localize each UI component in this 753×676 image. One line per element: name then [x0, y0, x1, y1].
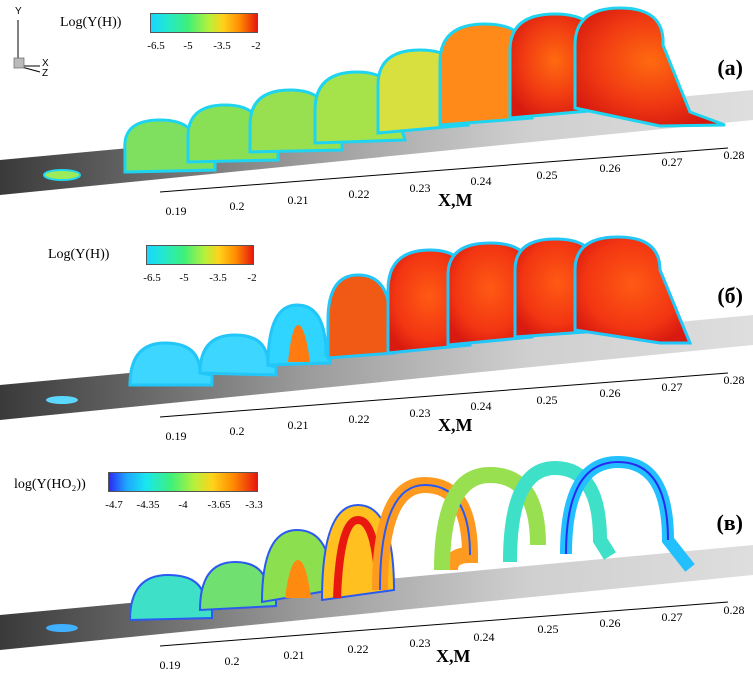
- colorbar-tick: -4.7: [105, 499, 123, 511]
- panel-c-scene: [0, 455, 753, 650]
- slice-group-c: [46, 455, 695, 632]
- x-tick-label: 0.25: [537, 622, 559, 636]
- x-tick-label: 0.22: [348, 187, 370, 201]
- panel-label-c: (в): [716, 510, 743, 535]
- x-tick-label: 0.25: [536, 168, 558, 182]
- colorbar-tick: -4: [178, 499, 188, 511]
- panel-c: log(Y(HO₂)) -4.7 -4.35 -4 -3.65 -3.3 (в)…: [0, 450, 753, 676]
- colorbar-tick: -3.3: [245, 499, 263, 511]
- panel-b-scene: [0, 235, 753, 420]
- x-axis-line-b: [159, 372, 729, 418]
- panel-a-scene: [0, 6, 753, 195]
- ground-plane: [0, 315, 753, 420]
- colorbar-tick: -5: [179, 272, 189, 284]
- x-tick-label: 0.28: [723, 148, 745, 162]
- axis-z-label: Z: [42, 68, 49, 79]
- colorbar-title-a: Log(Y(H)): [60, 15, 122, 30]
- colorbar-tick: -6.5: [147, 40, 165, 52]
- x-tick-label: 0.23: [409, 181, 431, 195]
- x-tick-label: 0.27: [661, 380, 683, 394]
- axes-orientation-icon: Y X Z: [6, 6, 56, 79]
- colorbar-tick: -5: [183, 40, 193, 52]
- x-tick-label: 0.26: [599, 386, 621, 400]
- colorbar-a: [150, 13, 258, 33]
- x-tick-label: 0.22: [348, 412, 370, 426]
- x-tick-label: 0.21: [287, 193, 309, 207]
- x-tick-label: 0.27: [661, 610, 683, 624]
- axis-x-label: X: [42, 58, 49, 69]
- slice-group-b: [46, 235, 693, 404]
- colorbar-tick: -3.65: [207, 499, 231, 511]
- x-tick-label: 0.24: [470, 174, 492, 188]
- panel-a: Log(Y(H)) -6.5 -5 -3.5 -2 (a) 0.19 0.2 0…: [0, 0, 753, 225]
- colorbar-tick: -4.35: [136, 499, 160, 511]
- x-tick-label: 0.19: [165, 429, 187, 443]
- colorbar-c: [108, 472, 258, 492]
- x-tick-label: 0.21: [283, 648, 305, 662]
- ground-plane: [0, 545, 753, 650]
- x-axis-title-b: X,M: [438, 415, 473, 435]
- x-tick-label: 0.24: [470, 399, 492, 413]
- x-tick-label: 0.19: [165, 204, 187, 218]
- colorbar-tick: -2: [247, 272, 257, 284]
- x-tick-label: 0.27: [661, 155, 683, 169]
- x-tick-label: 0.26: [599, 616, 621, 630]
- x-tick-label: 0.23: [409, 406, 431, 420]
- x-tick-label: 0.24: [473, 630, 495, 644]
- x-tick-label: 0.2: [229, 199, 245, 213]
- x-tick-label: 0.2: [229, 424, 245, 438]
- colorbar-b: [146, 245, 254, 265]
- x-axis-line-a: [159, 147, 729, 193]
- slice-group-a: [43, 6, 726, 181]
- x-axis-title-a: X,M: [438, 190, 473, 210]
- colorbar-title-b: Log(Y(H)): [48, 247, 110, 262]
- x-tick-label: 0.25: [536, 393, 558, 407]
- colorbar-tick: -3.5: [209, 272, 227, 284]
- colorbar-tick: -6.5: [143, 272, 161, 284]
- panel-label-b: (б): [717, 283, 743, 308]
- colorbar-tick: -2: [251, 40, 261, 52]
- x-tick-label: 0.19: [159, 658, 181, 672]
- colorbar-tick: -3.5: [213, 40, 231, 52]
- axis-y-label: Y: [15, 6, 22, 17]
- x-tick-label: 0.21: [287, 418, 309, 432]
- x-tick-label: 0.23: [409, 636, 431, 650]
- panel-b: Log(Y(H)) -6.5 -5 -3.5 -2 (б) 0.19 0.2 0…: [0, 225, 753, 450]
- x-axis-line-c: [159, 601, 729, 647]
- x-tick-label: 0.22: [347, 642, 369, 656]
- x-tick-label: 0.2: [224, 654, 240, 668]
- x-tick-label: 0.28: [723, 603, 745, 617]
- x-axis-title-c: X,M: [436, 646, 471, 666]
- x-tick-label: 0.28: [723, 373, 745, 387]
- panel-label-a: (a): [717, 55, 743, 80]
- x-tick-label: 0.26: [599, 161, 621, 175]
- colorbar-title-c: log(Y(HO₂)): [14, 477, 86, 492]
